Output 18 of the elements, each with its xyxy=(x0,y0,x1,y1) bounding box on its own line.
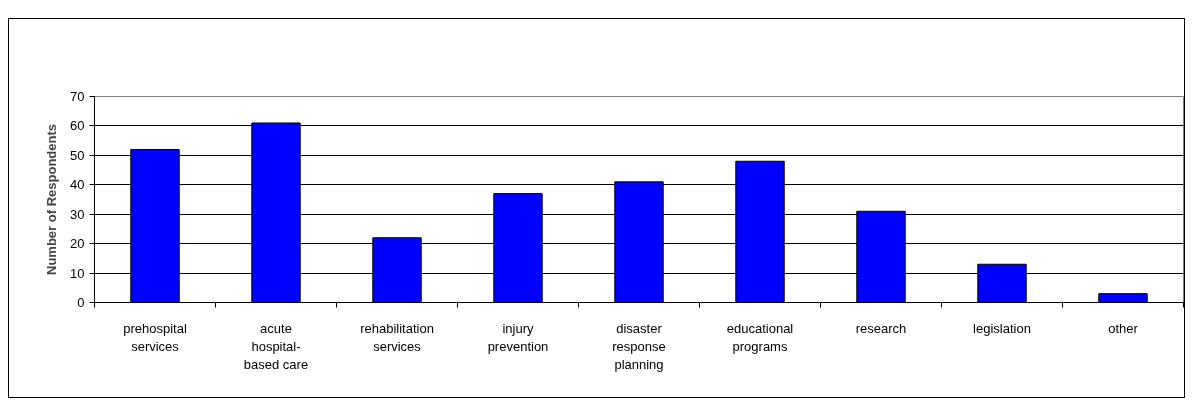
y-tick-label: 60 xyxy=(70,118,85,134)
x-tick-label: disaster response planning xyxy=(612,320,666,372)
x-tick-label: legislation xyxy=(973,320,1031,336)
y-tick-label: 20 xyxy=(70,236,85,252)
x-tick-label: rehabilitation services xyxy=(360,320,434,354)
y-axis-title: Number of Respondents xyxy=(44,124,60,275)
y-tick-label: 30 xyxy=(70,206,85,222)
x-tick-label: research xyxy=(855,320,907,336)
x-tick-label: prehospital services xyxy=(123,320,187,354)
y-tick-label: 40 xyxy=(70,177,85,193)
y-tick-label: 10 xyxy=(70,265,85,281)
x-tick-label: educational programs xyxy=(726,320,794,354)
y-tick-label: 50 xyxy=(70,147,85,163)
x-tick-label: other xyxy=(1108,320,1139,336)
y-tick-label: 70 xyxy=(70,89,85,104)
x-tick-label: acute hospital-based care xyxy=(243,320,309,372)
y-tick-label: 0 xyxy=(77,295,85,310)
x-tick-label: injury prevention xyxy=(487,320,549,354)
